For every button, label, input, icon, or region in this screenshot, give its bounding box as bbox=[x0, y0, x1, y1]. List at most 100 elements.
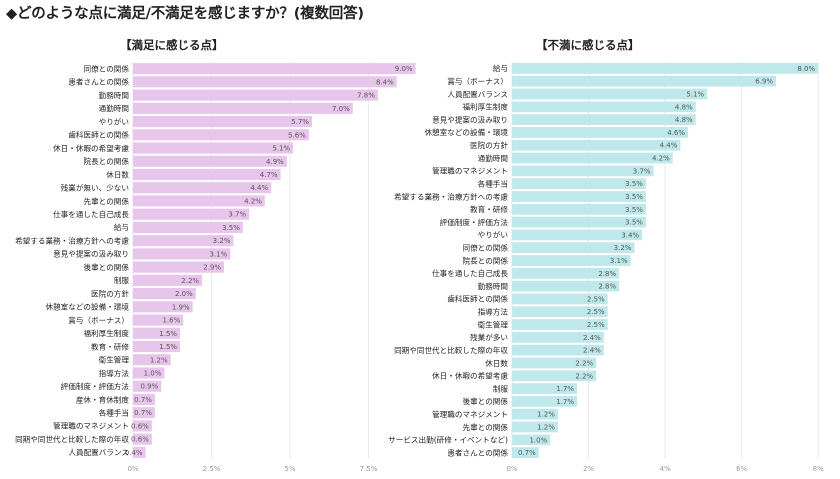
dissatisfied-bar bbox=[512, 255, 631, 266]
dissatisfied-bar bbox=[512, 370, 597, 382]
satisfied-category-label: 同期や同世代と比較した際の年収 bbox=[15, 434, 129, 444]
dissatisfied-value-label: 2.2% bbox=[575, 359, 593, 367]
satisfied-category-label: 院長との関係 bbox=[84, 156, 130, 166]
dissatisfied-value-label: 4.6% bbox=[667, 129, 685, 137]
dissatisfied-category-label: 人員配置バランス bbox=[447, 90, 508, 99]
dissatisfied-category-label: 後輩との関係 bbox=[463, 396, 509, 406]
dissatisfied-bar bbox=[512, 280, 620, 292]
satisfied-bar bbox=[133, 288, 196, 300]
satisfied-value-label: 4.9% bbox=[266, 158, 284, 166]
dissatisfied-category-label: 休日数 bbox=[485, 358, 508, 368]
satisfied-category-label: 福利厚生制度 bbox=[83, 328, 129, 338]
satisfied-bar bbox=[133, 89, 378, 101]
dissatisfied-bar bbox=[512, 165, 654, 177]
dissatisfied-value-label: 3.2% bbox=[614, 244, 632, 252]
satisfied-bar bbox=[133, 155, 287, 167]
satisfied-category-label: やりがい bbox=[99, 116, 129, 126]
dissatisfied-chart: 0% 2% 4% 6% 8% 給与 8.0% 賞与（ボーナス） 6.9% 人員配置バランス 5.1%… bbox=[388, 62, 824, 473]
satisfied-bar bbox=[133, 274, 203, 286]
satisfied-bar bbox=[133, 168, 281, 181]
satisfied-value-label: 2.9% bbox=[203, 264, 221, 272]
dissatisfied-category-label: 教育・研修 bbox=[470, 204, 508, 214]
satisfied-bar bbox=[133, 208, 250, 220]
satisfied-bar bbox=[133, 354, 171, 366]
satisfied-value-label: 9.0% bbox=[395, 65, 413, 73]
satisfied-category-label: 給与 bbox=[114, 222, 129, 232]
dissatisfied-value-label: 2.8% bbox=[598, 270, 616, 278]
satisfied-value-label: 3.5% bbox=[222, 224, 240, 232]
dissatisfied-category-label: 先輩との関係 bbox=[463, 422, 509, 432]
satisfied-bar bbox=[133, 129, 309, 141]
dissatisfied-value-label: 4.8% bbox=[675, 103, 693, 111]
satisfied-category-label: 後輩との関係 bbox=[84, 262, 130, 272]
dissatisfied-bar bbox=[512, 421, 558, 433]
dissatisfied-category-label: 評価制度・評価方法 bbox=[440, 217, 509, 227]
dissatisfied-value-label: 1.0% bbox=[529, 436, 547, 444]
satisfied-category-label: 仕事を通した自己成長 bbox=[53, 209, 129, 219]
dissatisfied-category-label: 通勤時間 bbox=[478, 153, 508, 163]
dissatisfied-category-label: 賞与（ボーナス） bbox=[447, 76, 508, 86]
satisfied-value-label: 1.9% bbox=[172, 303, 190, 311]
dissatisfied-value-label: 1.2% bbox=[537, 423, 555, 431]
dissatisfied-category-label: 給与 bbox=[493, 63, 508, 73]
satisfied-bar bbox=[133, 76, 397, 88]
satisfied-category-label: 先輩との関係 bbox=[84, 196, 130, 206]
satisfied-category-label: 評価制度・評価方法 bbox=[61, 381, 130, 391]
satisfied-value-label: 4.4% bbox=[250, 184, 268, 192]
satisfied-category-label: 休日・休暇の希望考慮 bbox=[53, 143, 129, 153]
satisfied-value-label: 3.7% bbox=[228, 211, 246, 219]
dissatisfied-bar bbox=[512, 203, 646, 215]
satisfied-x-tick-label: 2.5% bbox=[203, 465, 221, 473]
dissatisfied-bar bbox=[512, 383, 578, 394]
satisfied-category-label: 歯科医師との関係 bbox=[68, 130, 129, 140]
satisfied-bar bbox=[133, 367, 165, 379]
dissatisfied-category-label: 希望する業務・治療方針への考慮 bbox=[394, 191, 508, 201]
dissatisfied-category-label: 残業が多い bbox=[470, 332, 508, 342]
chart-main-title: ◆どのような点に満足/不満足を感じますか？(複数回答) bbox=[6, 6, 364, 22]
satisfied-value-label: 7.0% bbox=[332, 105, 350, 113]
dissatisfied-category-label: 医院の方針 bbox=[470, 140, 508, 150]
dissatisfied-category-label: 管理職のマネジメント bbox=[432, 166, 508, 176]
dissatisfied-bar bbox=[512, 178, 646, 190]
satisfied-x-tick-label: 5% bbox=[284, 465, 295, 473]
dissatisfied-value-label: 2.8% bbox=[598, 283, 616, 291]
satisfied-value-label: 1.0% bbox=[144, 369, 162, 377]
dissatisfied-category-label: 同僚との関係 bbox=[463, 242, 509, 252]
dissatisfied-value-label: 8.0% bbox=[797, 65, 815, 73]
dissatisfied-value-label: 3.5% bbox=[625, 180, 643, 188]
dissatisfied-value-label: 3.5% bbox=[625, 219, 643, 227]
satisfied-category-label: 賞与（ボーナス） bbox=[68, 315, 129, 325]
dissatisfied-x-tick-label: 0% bbox=[506, 465, 517, 473]
dissatisfied-bar bbox=[512, 88, 708, 100]
dissatisfied-value-label: 2.2% bbox=[575, 372, 593, 380]
dissatisfied-value-label: 3.4% bbox=[621, 231, 639, 239]
dissatisfied-bar bbox=[512, 267, 620, 279]
dissatisfied-category-label: 同期や同世代と比較した際の年収 bbox=[394, 345, 508, 355]
dissatisfied-category-label: 衛生管理 bbox=[478, 319, 509, 329]
dissatisfied-bar bbox=[512, 139, 681, 151]
dissatisfied-category-label: 休憩室などの設備・環境 bbox=[424, 127, 508, 137]
satisfied-value-label: 0.9% bbox=[140, 383, 158, 391]
satisfied-bar bbox=[133, 115, 312, 128]
satisfied-value-label: 1.6% bbox=[162, 317, 180, 325]
satisfied-category-label: 休憩室などの設備・環境 bbox=[45, 302, 129, 312]
satisfied-x-tick-label: 7.5% bbox=[360, 465, 378, 473]
dissatisfied-value-label: 4.8% bbox=[675, 116, 693, 124]
dissatisfied-value-label: 4.4% bbox=[660, 142, 678, 150]
satisfied-bar bbox=[133, 393, 155, 406]
satisfied-bar bbox=[133, 261, 225, 273]
dissatisfied-category-label: 患者さんとの関係 bbox=[447, 447, 508, 457]
satisfied-category-label: 各種手当 bbox=[99, 407, 129, 417]
dissatisfied-value-label: 2.5% bbox=[587, 321, 605, 329]
dissatisfied-bar bbox=[512, 306, 608, 318]
satisfied-value-label: 8.4% bbox=[376, 78, 394, 86]
dissatisfied-value-label: 3.5% bbox=[625, 193, 643, 201]
dissatisfied-bar bbox=[512, 408, 558, 420]
satisfied-category-label: 休日数 bbox=[106, 169, 129, 179]
satisfied-bar bbox=[133, 446, 146, 458]
satisfied-value-label: 0.6% bbox=[131, 436, 149, 444]
dissatisfied-category-label: サービス出勤(研修・イベントなど) bbox=[388, 435, 508, 445]
satisfied-value-label: 4.2% bbox=[244, 197, 262, 205]
dissatisfied-category-label: 仕事を通した自己成長 bbox=[432, 268, 508, 278]
